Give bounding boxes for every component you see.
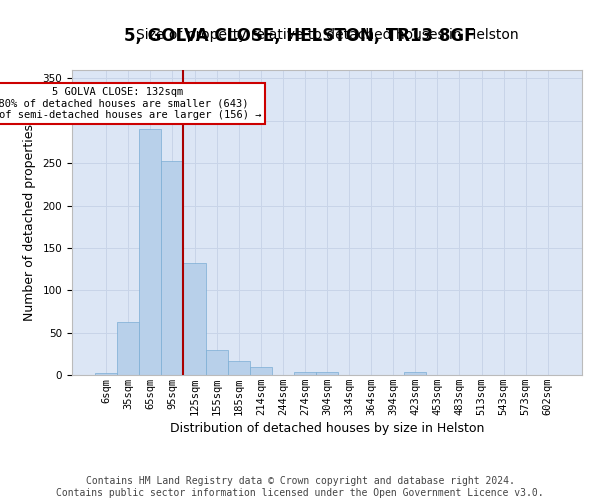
- Text: 5, GOLVA CLOSE, HELSTON, TR13 8GF: 5, GOLVA CLOSE, HELSTON, TR13 8GF: [124, 28, 476, 46]
- Y-axis label: Number of detached properties: Number of detached properties: [23, 124, 35, 321]
- Bar: [250, 366, 272, 375]
- Bar: [161, 160, 184, 375]
- Bar: [117, 322, 139, 375]
- Text: 5 GOLVA CLOSE: 132sqm
← 80% of detached houses are smaller (643)
20% of semi-det: 5 GOLVA CLOSE: 132sqm ← 80% of detached …: [0, 87, 261, 120]
- Bar: [139, 130, 161, 375]
- Bar: [95, 374, 117, 375]
- Bar: [316, 372, 338, 375]
- Bar: [227, 360, 250, 375]
- Title: Size of property relative to detached houses in Helston: Size of property relative to detached ho…: [136, 28, 518, 42]
- X-axis label: Distribution of detached houses by size in Helston: Distribution of detached houses by size …: [170, 422, 484, 435]
- Bar: [404, 372, 427, 375]
- Bar: [206, 350, 227, 375]
- Bar: [294, 372, 316, 375]
- Bar: [184, 263, 206, 375]
- Text: Contains HM Land Registry data © Crown copyright and database right 2024.
Contai: Contains HM Land Registry data © Crown c…: [56, 476, 544, 498]
